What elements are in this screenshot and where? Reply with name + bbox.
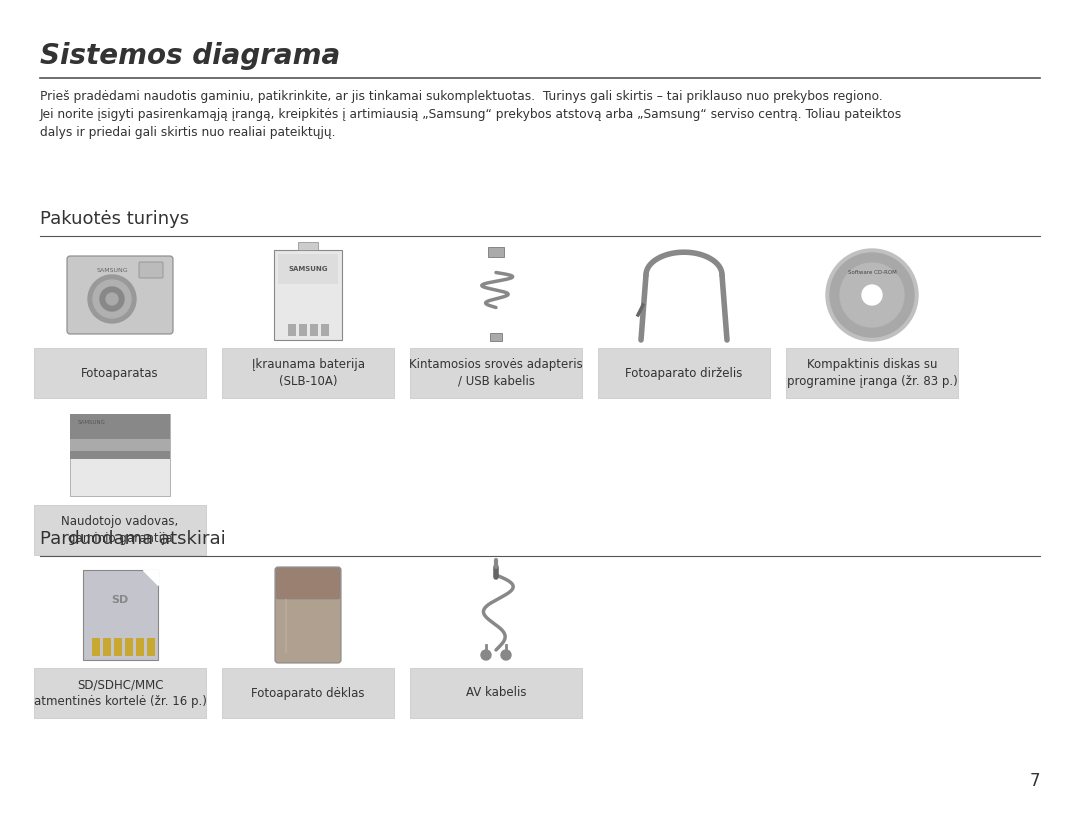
Polygon shape: [143, 570, 158, 585]
Bar: [410, 668, 582, 718]
Bar: [70, 438, 170, 451]
Bar: [321, 324, 329, 336]
Bar: [222, 348, 394, 398]
Bar: [125, 638, 133, 656]
FancyBboxPatch shape: [274, 250, 342, 340]
Text: SAMSUNG: SAMSUNG: [288, 266, 327, 272]
Bar: [598, 348, 770, 398]
Circle shape: [501, 650, 511, 660]
Bar: [33, 668, 206, 718]
Text: Kompaktinis diskas su
programine įranga (žr. 83 p.): Kompaktinis diskas su programine įranga …: [786, 358, 957, 388]
Bar: [488, 247, 504, 257]
Circle shape: [481, 650, 491, 660]
Circle shape: [826, 249, 918, 341]
Text: Kintamosios srovės adapteris
/ USB kabelis: Kintamosios srovės adapteris / USB kabel…: [409, 358, 583, 388]
FancyBboxPatch shape: [82, 570, 158, 660]
Circle shape: [93, 280, 131, 318]
Text: Fotoaparato dėklas: Fotoaparato dėklas: [252, 686, 365, 699]
Text: Fotoaparato dirželis: Fotoaparato dirželis: [625, 367, 743, 380]
Text: SAMSUNG: SAMSUNG: [96, 267, 127, 272]
Circle shape: [106, 293, 118, 305]
Bar: [299, 324, 307, 336]
Circle shape: [862, 285, 882, 305]
Text: SD/SDHC/MMC
atmentinės kortelė (žr. 16 p.): SD/SDHC/MMC atmentinės kortelė (žr. 16 p…: [33, 678, 206, 708]
FancyBboxPatch shape: [278, 254, 338, 284]
Text: Software CD-ROM: Software CD-ROM: [848, 271, 896, 275]
FancyBboxPatch shape: [67, 256, 173, 334]
Text: AV kabelis: AV kabelis: [465, 686, 526, 699]
Bar: [114, 638, 122, 656]
Bar: [92, 638, 100, 656]
Text: SAMSUNG: SAMSUNG: [78, 420, 106, 425]
Bar: [490, 333, 502, 341]
Bar: [310, 324, 318, 336]
Bar: [70, 414, 170, 496]
FancyBboxPatch shape: [276, 568, 340, 599]
Bar: [33, 348, 206, 398]
Text: Pakuotės turinys: Pakuotės turinys: [40, 210, 189, 228]
Text: Naudotojo vadovas,
gaminio garantija: Naudotojo vadovas, gaminio garantija: [62, 515, 178, 545]
Bar: [136, 638, 144, 656]
Bar: [33, 505, 206, 555]
Bar: [147, 638, 156, 656]
FancyBboxPatch shape: [275, 567, 341, 663]
FancyBboxPatch shape: [139, 262, 163, 278]
Circle shape: [840, 263, 904, 327]
Bar: [786, 348, 958, 398]
Circle shape: [831, 253, 914, 337]
Text: Įkraunama baterija
(SLB-10A): Įkraunama baterija (SLB-10A): [252, 358, 365, 388]
Text: Parduodama atskirai: Parduodama atskirai: [40, 530, 226, 548]
Text: SD: SD: [111, 595, 129, 605]
Bar: [288, 324, 296, 336]
Bar: [222, 668, 394, 718]
Text: Sistemos diagrama: Sistemos diagrama: [40, 42, 340, 70]
Bar: [70, 414, 170, 459]
Text: 7: 7: [1029, 772, 1040, 790]
Bar: [103, 638, 111, 656]
Bar: [298, 242, 318, 250]
Circle shape: [100, 287, 124, 311]
Text: Prieš pradėdami naudotis gaminiu, patikrinkite, ar jis tinkamai sukomplektuotas.: Prieš pradėdami naudotis gaminiu, patikr…: [40, 90, 902, 139]
Circle shape: [87, 275, 136, 323]
Text: Fotoaparatas: Fotoaparatas: [81, 367, 159, 380]
Bar: [410, 348, 582, 398]
